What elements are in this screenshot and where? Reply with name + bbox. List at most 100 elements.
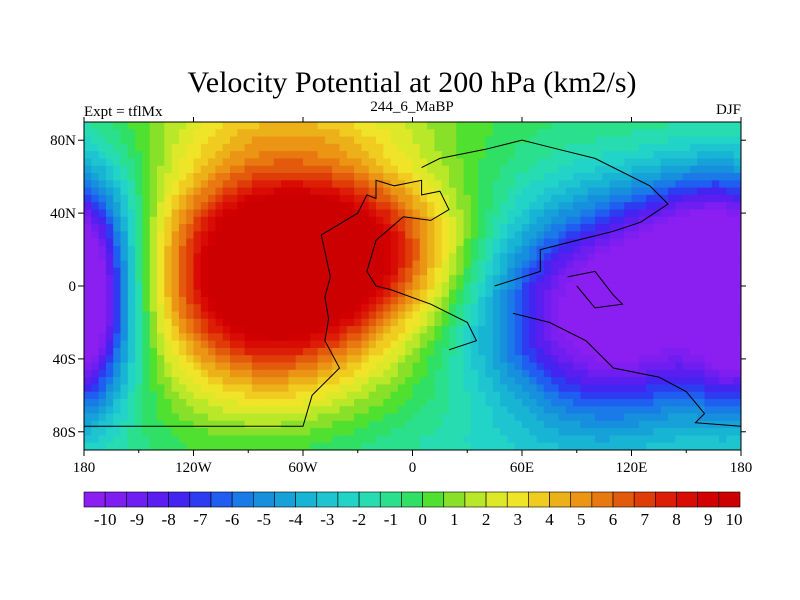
- field-cell: [587, 384, 596, 393]
- field-cell: [405, 420, 414, 429]
- field-cell: [434, 420, 443, 429]
- field-cell: [171, 442, 180, 450]
- field-cell: [383, 202, 392, 211]
- field-cell: [492, 311, 501, 320]
- field-cell: [303, 136, 311, 145]
- field-cell: [178, 289, 187, 298]
- field-cell: [616, 136, 625, 145]
- field-cell: [113, 253, 122, 262]
- field-cell: [230, 318, 238, 327]
- field-cell: [230, 377, 238, 385]
- field-cell: [405, 231, 414, 240]
- field-cell: [91, 406, 100, 415]
- coastline-segment: [567, 270, 624, 309]
- field-cell: [551, 406, 560, 415]
- field-cell: [186, 253, 195, 262]
- field-cell: [215, 391, 224, 400]
- field-cell: [288, 413, 297, 422]
- field-cell: [310, 260, 319, 269]
- field-cell: [412, 355, 421, 364]
- field-cell: [405, 165, 414, 174]
- field-cell: [536, 333, 545, 342]
- field-cell: [303, 143, 311, 152]
- field-cell: [259, 136, 268, 145]
- field-cell: [390, 187, 399, 196]
- field-cell: [376, 260, 384, 269]
- field-cell: [397, 384, 406, 393]
- field-cell: [113, 267, 122, 276]
- field-cell: [193, 391, 202, 400]
- field-cell: [485, 231, 494, 240]
- colorbar-box: [83, 491, 106, 508]
- field-cell: [251, 245, 260, 254]
- field-cell: [281, 136, 289, 145]
- field-cell: [726, 158, 735, 167]
- field-cell: [222, 289, 231, 298]
- field-cell: [142, 202, 151, 211]
- field-cell: [616, 129, 625, 138]
- field-cell: [551, 151, 560, 160]
- field-cell: [164, 158, 173, 167]
- field-cell: [113, 136, 122, 145]
- field-cell: [419, 173, 428, 181]
- field-cell: [427, 326, 435, 334]
- field-cell: [259, 260, 268, 269]
- field-cell: [368, 180, 377, 189]
- field-cell: [361, 209, 370, 218]
- field-cell: [711, 384, 720, 393]
- field-cell: [609, 187, 618, 196]
- field-cell: [565, 165, 574, 174]
- field-cell: [288, 362, 297, 371]
- field-cell: [543, 282, 552, 291]
- field-cell: [405, 435, 414, 444]
- field-cell: [354, 173, 362, 181]
- field-cell: [339, 216, 348, 225]
- field-cell: [405, 340, 414, 349]
- field-cell: [171, 311, 180, 320]
- field-cell: [237, 136, 246, 145]
- field-cell: [332, 253, 341, 262]
- field-cell: [675, 420, 684, 429]
- field-cell: [164, 428, 173, 437]
- field-cell: [638, 428, 647, 437]
- field-cell: [354, 377, 362, 385]
- field-cell: [324, 158, 333, 167]
- field-cell: [682, 311, 691, 320]
- field-cell: [120, 245, 129, 254]
- field-cell: [383, 355, 392, 364]
- field-cell: [412, 180, 421, 189]
- field-cell: [120, 231, 129, 240]
- field-cell: [485, 318, 494, 327]
- field-cell: [573, 391, 581, 400]
- field-cell: [105, 377, 114, 385]
- field-cell: [266, 311, 275, 320]
- field-cell: [332, 238, 341, 247]
- field-cell: [171, 304, 180, 313]
- field-cell: [580, 122, 589, 130]
- field-cell: [587, 202, 596, 211]
- field-cell: [303, 326, 311, 334]
- field-cell: [638, 391, 647, 400]
- field-cell: [405, 143, 414, 152]
- field-cell: [529, 413, 538, 422]
- field-cell: [288, 143, 297, 152]
- field-cell: [434, 406, 443, 415]
- field-cell: [295, 165, 304, 174]
- field-cell: [543, 129, 552, 138]
- field-cell: [295, 158, 304, 167]
- field-cell: [719, 260, 727, 269]
- field-cell: [478, 238, 487, 247]
- field-cell: [120, 304, 129, 313]
- field-cell: [507, 318, 516, 327]
- field-cell: [689, 194, 698, 203]
- field-cell: [178, 136, 187, 145]
- field-cell: [427, 282, 435, 291]
- field-cell: [624, 318, 633, 327]
- field-cell: [609, 267, 618, 276]
- field-cell: [193, 275, 202, 283]
- field-cell: [522, 238, 530, 247]
- field-cell: [536, 311, 545, 320]
- field-cell: [653, 369, 662, 378]
- field-cell: [339, 122, 348, 130]
- field-cell: [171, 398, 180, 407]
